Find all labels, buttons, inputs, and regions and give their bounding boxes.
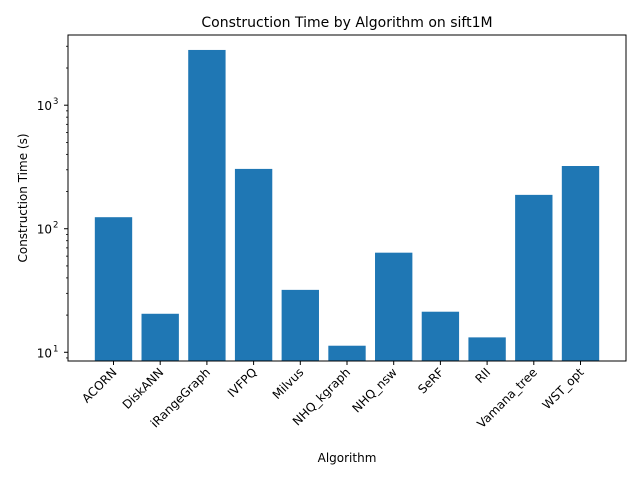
x-tick-label: WST_opt bbox=[540, 365, 587, 412]
bar-NHQ_nsw bbox=[375, 252, 413, 361]
x-tick-label: SeRF bbox=[415, 365, 446, 396]
chart-title: Construction Time by Algorithm on sift1M bbox=[201, 15, 492, 31]
y-tick-label: 10 bbox=[37, 223, 52, 237]
bar-Vamana_tree bbox=[515, 194, 553, 361]
x-tick-label: NHQ_nsw bbox=[350, 365, 400, 415]
bar-DiskANN bbox=[141, 313, 179, 361]
y-tick-exponent: 3 bbox=[53, 97, 58, 107]
x-tick-label: Milvus bbox=[270, 365, 307, 402]
bar-WST_opt bbox=[561, 166, 600, 361]
y-tick-exponent: 2 bbox=[53, 221, 58, 231]
y-tick-label: 10 bbox=[37, 99, 52, 113]
y-tick-label: 10 bbox=[37, 346, 52, 360]
bar-iRangeGraph bbox=[188, 49, 226, 361]
x-tick-label: RII bbox=[472, 365, 493, 386]
y-tick-exponent: 1 bbox=[53, 344, 58, 354]
bar-NHQ_kgraph bbox=[328, 345, 366, 361]
bars-group bbox=[94, 49, 600, 361]
bar-RII bbox=[468, 337, 506, 361]
bar-SeRF bbox=[421, 311, 460, 361]
bar-ACORN bbox=[94, 217, 133, 361]
bar-IVFPQ bbox=[234, 168, 273, 361]
x-tick-label: IVFPQ bbox=[225, 365, 260, 400]
bar-Milvus bbox=[281, 289, 319, 361]
y-axis-label: Construction Time (s) bbox=[16, 133, 30, 262]
x-tick-label: DiskANN bbox=[120, 365, 167, 412]
x-axis-label: Algorithm bbox=[318, 451, 377, 465]
x-tick-label: ACORN bbox=[79, 365, 119, 405]
